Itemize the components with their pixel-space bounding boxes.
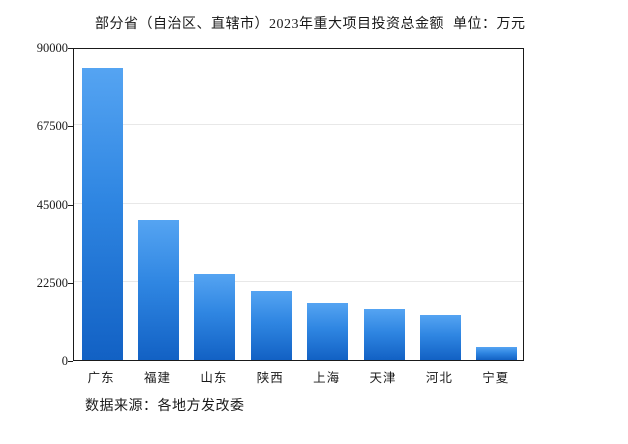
y-tick-mark-22500 [68, 282, 73, 284]
chart-title: 部分省（自治区、直辖市）2023年重大项目投资总金额 [95, 17, 444, 32]
y-tick-mark-67500 [68, 126, 73, 128]
bar-天津 [363, 308, 405, 360]
x-tick-label-宁夏: 宁夏 [482, 371, 510, 385]
x-tick-label-广东: 广东 [87, 371, 115, 385]
x-tick-label-河北: 河北 [425, 371, 453, 385]
y-tick-label-90000: 90000 [36, 41, 68, 55]
gridline-45000 [74, 202, 523, 204]
y-tick-mark-0 [68, 361, 73, 362]
x-tick-label-上海: 上海 [313, 371, 341, 385]
bar-广东 [81, 67, 123, 360]
gridline-67500 [74, 124, 523, 126]
y-tick-mark-45000 [68, 204, 73, 206]
y-tick-label-0: 0 [61, 354, 68, 368]
gridline-22500 [74, 280, 523, 282]
x-tick-label-陕西: 陕西 [256, 371, 284, 385]
bar-陕西 [250, 291, 292, 360]
x-tick-label-山东: 山东 [200, 371, 228, 385]
unit-label: 单位：万元 [453, 17, 526, 32]
bar-河北 [419, 315, 461, 360]
plot-area [73, 48, 524, 361]
y-tick-label-22500: 22500 [36, 275, 68, 290]
bar-山东 [194, 274, 236, 360]
bar-宁夏 [476, 347, 518, 360]
bar-福建 [138, 219, 180, 360]
data-source-note: 数据来源：各地方发改委 [85, 399, 245, 414]
x-tick-label-福建: 福建 [144, 371, 172, 385]
y-tick-label-67500: 67500 [36, 119, 68, 134]
y-tick-mark-90000 [68, 48, 73, 49]
x-tick-label-天津: 天津 [369, 371, 397, 385]
bar-上海 [307, 302, 349, 360]
y-tick-label-45000: 45000 [36, 197, 68, 212]
